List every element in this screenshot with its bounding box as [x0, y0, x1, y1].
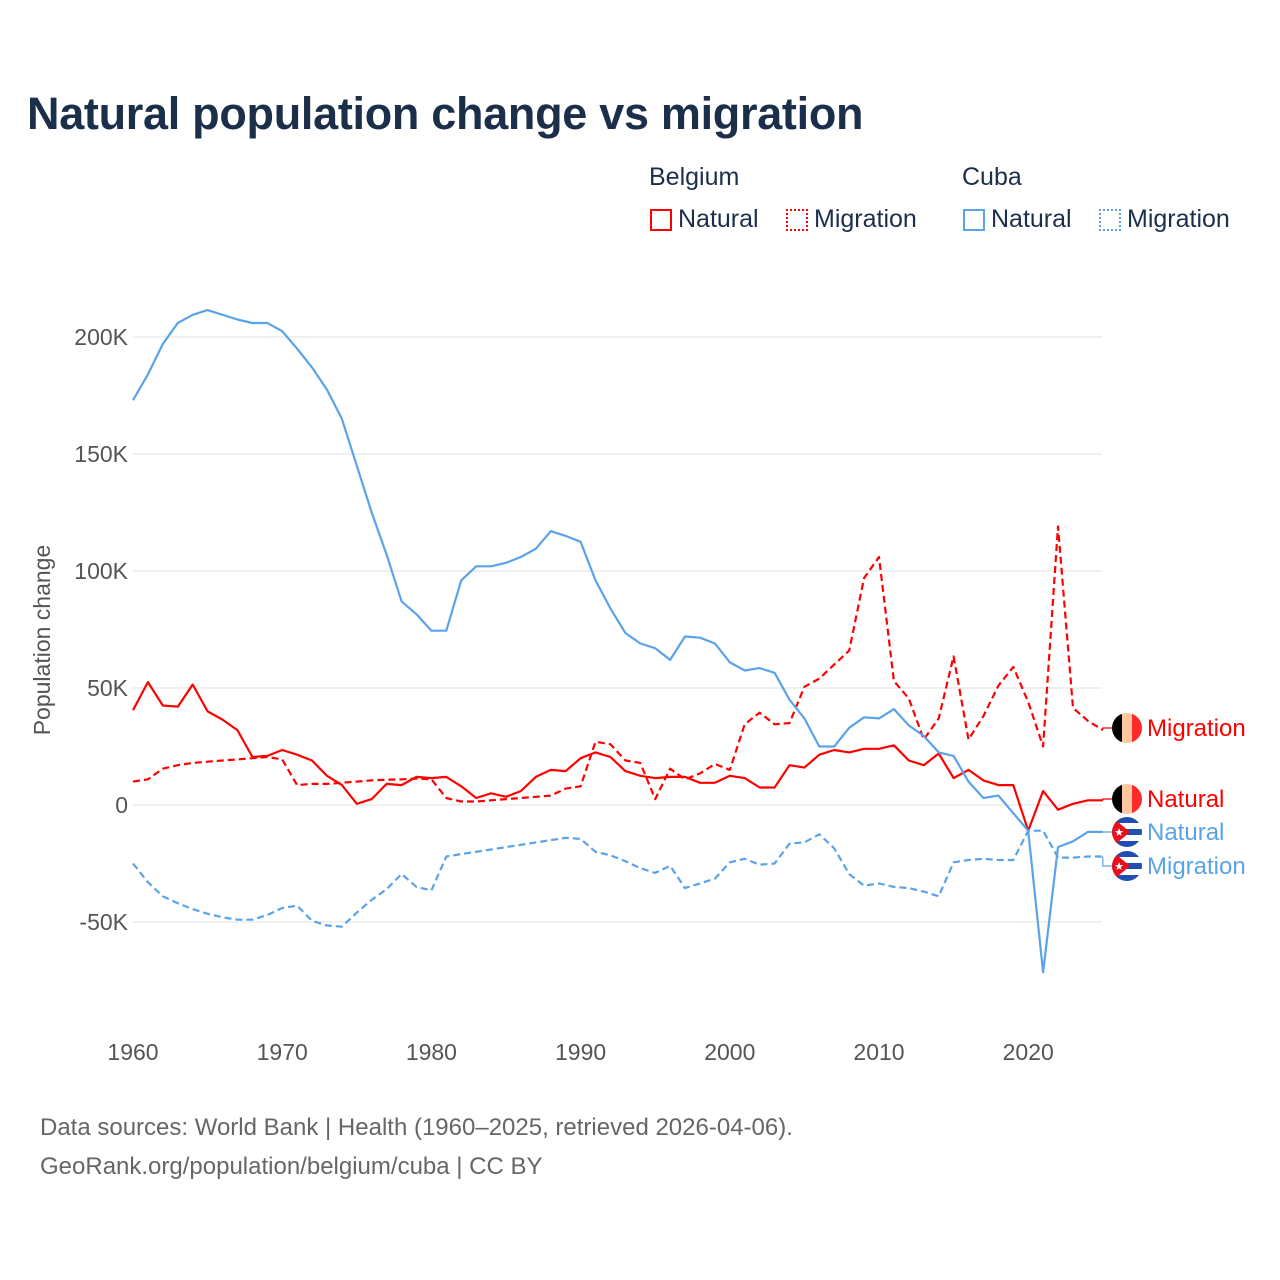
- x-tick-label: 1980: [406, 1039, 457, 1065]
- legend-label: Migration: [814, 205, 917, 233]
- flag-stripe: [1112, 784, 1122, 814]
- x-tick-label: 2000: [704, 1039, 755, 1065]
- belgium-flag-icon: [1112, 713, 1142, 743]
- flag-stripe: [1112, 869, 1142, 875]
- y-tick-label: 50K: [87, 675, 129, 701]
- legend-cuba-migration[interactable]: Migration: [1099, 205, 1230, 234]
- flag-stripe: [1112, 713, 1122, 743]
- page-title: Natural population change vs migration: [27, 88, 864, 139]
- legend-label: Natural: [678, 205, 759, 233]
- legend-label: Migration: [1127, 205, 1230, 233]
- x-tick-label: 1990: [555, 1039, 606, 1065]
- legend-group-cuba: Cuba: [962, 163, 1022, 191]
- x-tick-label: 1960: [107, 1039, 158, 1065]
- y-tick-label: 200K: [74, 324, 128, 350]
- flag-stripe: [1112, 875, 1142, 881]
- series-end-label: Migration: [1147, 853, 1246, 880]
- y-tick-label: 100K: [74, 558, 128, 584]
- flag-star: ★: [1114, 827, 1124, 839]
- label-connector: [1102, 856, 1112, 867]
- y-axis-label: Population change: [29, 545, 55, 736]
- flag-stripe: [1112, 817, 1142, 823]
- label-connector: [1102, 727, 1112, 731]
- x-tick-label: 2020: [1003, 1039, 1054, 1065]
- y-tick-label: 0: [115, 792, 128, 818]
- legend-label: Natural: [991, 205, 1072, 233]
- y-tick-label: 150K: [74, 441, 128, 467]
- belgium-flag-icon: [1112, 784, 1142, 814]
- legend-belgium-natural[interactable]: Natural: [650, 205, 759, 234]
- legend-swatch-dotted: [786, 208, 808, 231]
- cuba-flag-icon: ★: [1112, 817, 1142, 847]
- flag-triangle: [1112, 817, 1130, 847]
- series-end-label: Natural: [1147, 819, 1224, 846]
- flag-stripe: [1112, 823, 1142, 829]
- series-line-belgium-migration: [132, 525, 1104, 803]
- cuba-flag-icon: ★: [1112, 851, 1142, 881]
- series-line-cuba-natural: [132, 309, 1103, 974]
- flag-stripe: [1112, 857, 1142, 863]
- series-line-cuba-migration: [132, 829, 1103, 928]
- flag-stripe: [1112, 841, 1142, 847]
- footer-sources: Data sources: World Bank | Health (1960–…: [40, 1114, 793, 1141]
- flag-stripe: [1122, 713, 1132, 743]
- legend-swatch-dotted: [1099, 208, 1121, 231]
- legend-swatch-solid: [650, 208, 672, 231]
- label-connector: [1102, 798, 1112, 801]
- x-tick-label: 2010: [853, 1039, 904, 1065]
- flag-stripe: [1112, 851, 1142, 857]
- legend-belgium-migration[interactable]: Migration: [786, 205, 917, 234]
- series-end-label: Migration: [1147, 715, 1246, 742]
- flag-stripe: [1132, 713, 1142, 743]
- footer-link[interactable]: GeoRank.org/population/belgium/cuba | CC…: [40, 1153, 543, 1180]
- y-tick-label: -50K: [79, 909, 128, 935]
- flag-triangle: [1112, 851, 1130, 881]
- series-end-label: Natural: [1147, 786, 1224, 813]
- footer: Data sources: World Bank | Health (1960–…: [40, 1108, 793, 1186]
- x-tick-label: 1970: [257, 1039, 308, 1065]
- flag-stripe: [1132, 784, 1142, 814]
- legend-swatch-solid: [963, 208, 985, 231]
- legend-group-belgium: Belgium: [649, 163, 740, 191]
- flag-stripe: [1112, 835, 1142, 841]
- series-line-belgium-natural: [132, 681, 1103, 832]
- flag-stripe: [1122, 784, 1132, 814]
- legend-cuba-natural[interactable]: Natural: [963, 205, 1072, 234]
- flag-star: ★: [1114, 861, 1124, 873]
